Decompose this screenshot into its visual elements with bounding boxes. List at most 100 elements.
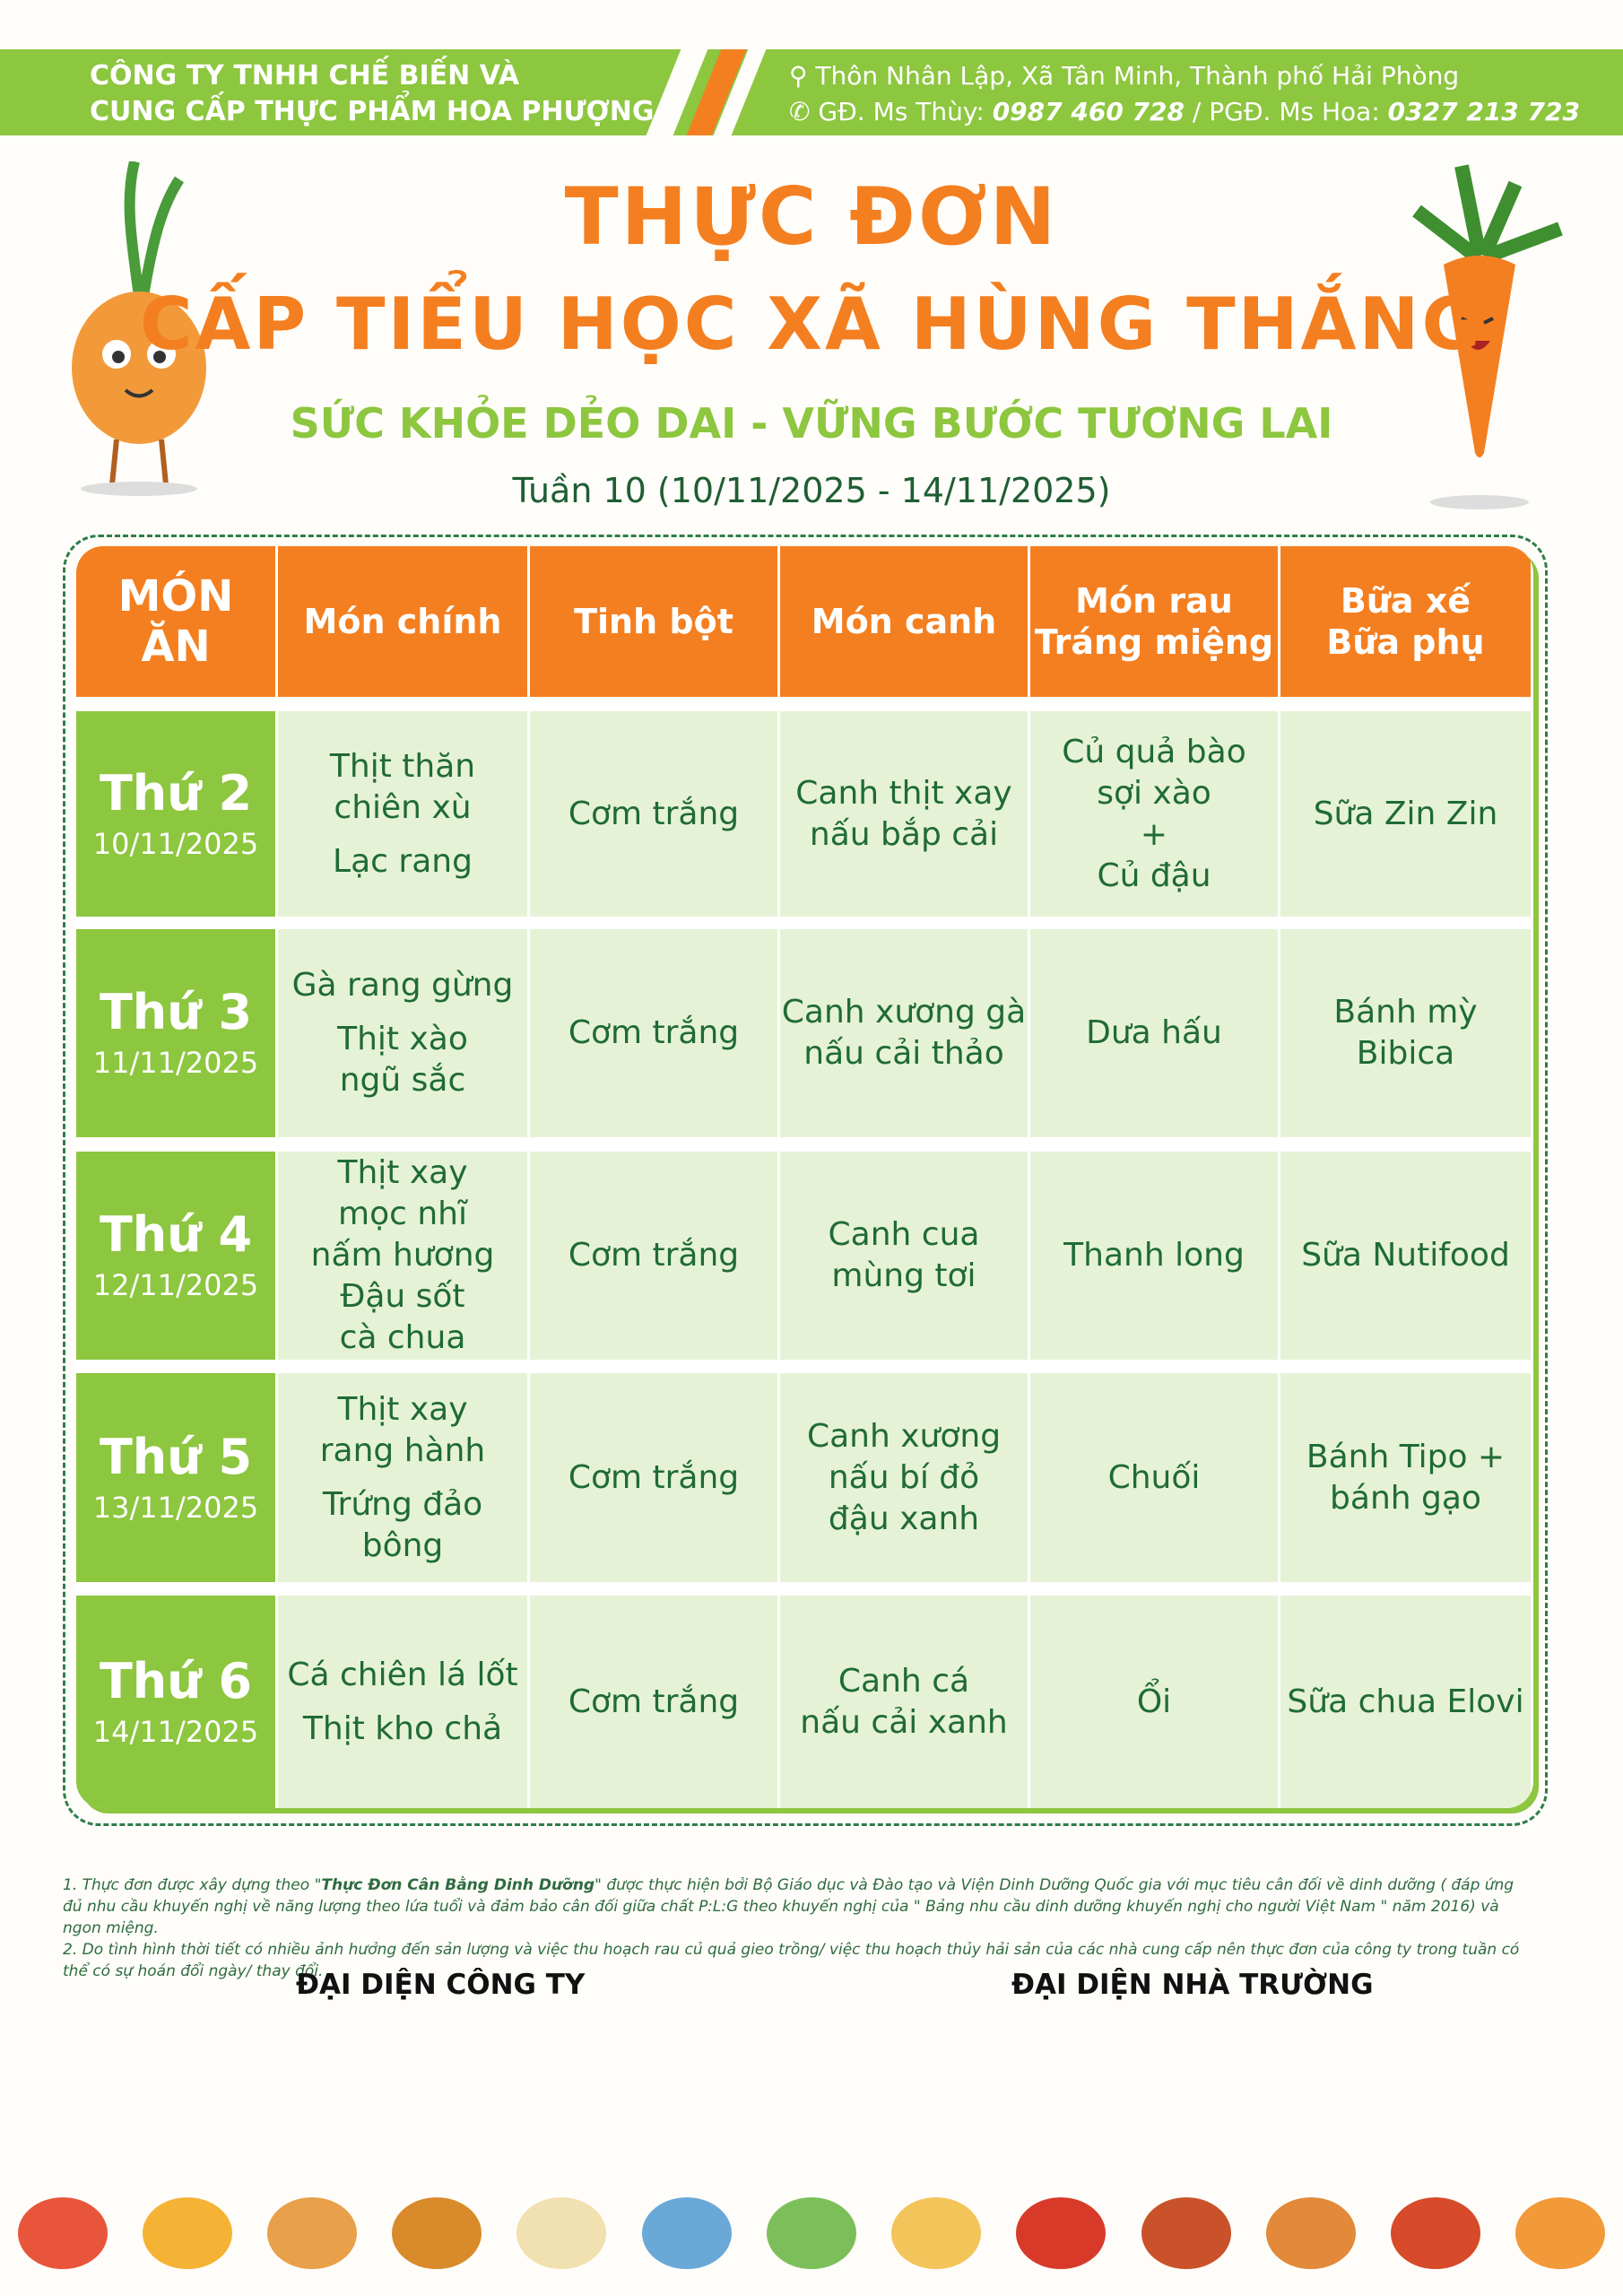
cell-line: Thịt xay [337,1390,468,1428]
header-band: CÔNG TY TNHH CHẾ BIẾN VÀ CUNG CẤP THỰC P… [0,49,1623,135]
menu-cell: Sữa Nutifood [1280,1152,1533,1360]
week-range: Tuần 10 (10/11/2025 - 14/11/2025) [512,471,1111,510]
food-icon [891,2197,982,2269]
menu-cell: Cơm trắng [530,1373,780,1582]
food-icon [267,2197,358,2269]
menu-table: MÓN ĂN Món chính Tinh bột Món canh Món rau Trá… [76,546,1533,1808]
cell-line: Chuối [1107,1458,1201,1496]
cell-line: nấm hương [310,1237,495,1274]
day-cell: Thứ 3 11/11/2025 [76,929,278,1137]
menu-cell: Cơm trắng [530,1596,780,1808]
menu-cell: Cơm trắng [530,929,780,1137]
cell-line: Canh thịt xay [795,774,1012,812]
carrot-mascot-icon [1412,164,1563,509]
day-date: 10/11/2025 [92,826,259,861]
cell-line: Canh cua [828,1216,980,1253]
phone-icon: ✆ [789,97,819,126]
column-header: Bữa xế Bữa phụ [1280,546,1533,697]
cell-line: sợi xào [1097,774,1211,812]
cell-line: Gà rang gừng [291,967,514,1004]
cell-line: Tráng miệng [1034,622,1274,662]
cell-line: ngũ sắc [339,1062,466,1099]
cell-line: Củ quả bào [1062,733,1246,770]
food-icon [17,2197,108,2269]
cell-line: Bánh mỳ [1333,994,1478,1031]
cell-line: Thịt xào [337,1021,468,1057]
day-cell: Thứ 6 14/11/2025 [76,1596,278,1808]
location-icon: ⚲ [789,61,816,91]
menu-cell: Canh cua mùng tơi [780,1152,1030,1360]
cell-line: Sữa Zin Zin [1313,795,1498,832]
cell-line: Ổi [1136,1683,1172,1720]
cell-line: Sữa chua Elovi [1287,1683,1524,1720]
menu-cell: Bánh Tipo + bánh gạo [1280,1373,1533,1582]
table-row: Thứ 4 12/11/2025 Thịt xay mọc nhĩ nấm hương Đ… [76,1152,1533,1360]
menu-cell: Củ quả bào sợi xào + Củ đậu [1030,711,1280,917]
menu-cell: Cơm trắng [530,1152,780,1360]
cell-line: nấu bí đỏ [828,1458,980,1496]
school-signature-label: ĐẠI DIỆN NHÀ TRƯỜNG [1011,1969,1374,2001]
menu-cell: Thanh long [1030,1152,1280,1360]
cell-line: Thịt thăn [329,747,476,785]
day-date: 12/11/2025 [92,1268,259,1302]
cell-line: bánh gạo [1330,1479,1481,1517]
day-cell: Thứ 4 12/11/2025 [76,1152,278,1360]
cell-line: Canh xương [806,1417,1002,1455]
cell-line [397,829,407,841]
cell-line: nấu cải xanh [800,1703,1008,1741]
cell-line: mùng tơi [831,1257,976,1294]
day-date: 13/11/2025 [92,1490,259,1525]
day-date: 14/11/2025 [92,1714,259,1749]
food-icon [142,2197,232,2269]
food-icon [1515,2197,1606,2269]
cell-line: MÓN [117,571,234,622]
cell-line: Bữa xế [1340,581,1471,621]
menu-cell: Thịt thăn chiên xù Lạc rang [278,711,530,917]
cell-line: Cơm trắng [568,1458,740,1496]
table-header-row: MÓN ĂN Món chính Tinh bột Món canh Món rau Trá… [76,546,1533,697]
cell-line: Bữa phụ [1326,622,1485,662]
cell-line: Món rau [1075,581,1233,621]
company-name: CÔNG TY TNHH CHẾ BIẾN VÀ CUNG CẤP THỰC P… [90,60,655,127]
food-icon [1141,2197,1231,2269]
cell-line: đậu xanh [828,1500,980,1537]
menu-cell: Canh xương nấu bí đỏ đậu xanh [780,1373,1030,1582]
cell-line: Cá chiên lá lốt [287,1656,518,1693]
cell-line: Bibica [1356,1035,1455,1072]
cell-line: Lạc rang [333,842,473,880]
day-cell: Thứ 2 10/11/2025 [76,711,278,917]
page-title: THỰC ĐƠN [564,170,1059,263]
cell-line: Cơm trắng [568,1683,740,1720]
cell-line: + [1140,815,1168,853]
day-label: Thứ 5 [99,1428,253,1485]
food-icon [1391,2197,1481,2269]
cell-line: Cơm trắng [568,795,740,832]
contact-info: ⚲ Thôn Nhân Lập, Xã Tân Minh, Thành phố … [789,61,1580,126]
cell-line [397,1472,407,1484]
menu-cell: Thịt xay mọc nhĩ nấm hương Đậu sốt cà chua [278,1152,530,1360]
menu-cell: Ổi [1030,1596,1280,1808]
cell-line: Canh xương gà [781,994,1027,1031]
cell-line: nấu cải thảo [803,1035,1004,1072]
food-icon [641,2197,732,2269]
day-label: Thứ 3 [99,984,253,1040]
menu-cell: Sữa Zin Zin [1280,711,1533,917]
cell-line: nấu bắp cải [809,815,999,853]
column-header: MÓN ĂN [76,546,278,697]
cell-line: Thịt xay [337,1154,468,1191]
menu-cell: Thịt xay rang hành Trứng đảo bông [278,1373,530,1582]
cell-line: mọc nhĩ [338,1196,467,1232]
menu-cell: Sữa chua Elovi [1280,1596,1533,1808]
cell-line: Củ đậu [1097,857,1211,894]
cell-line: Trứng đảo bông [322,1485,483,1564]
cell-line: Thanh long [1063,1237,1245,1274]
food-icons [0,2197,1623,2269]
cell-line: Cơm trắng [568,1014,740,1051]
onion-mascot-icon [72,161,206,496]
column-header: Tinh bột [530,546,780,697]
company-signature-label: ĐẠI DIỆN CÔNG TY [296,1969,586,2001]
cell-line [397,1696,407,1709]
footnote-2: 2. Do tình hình thời tiết có nhiều ảnh h… [63,1941,1520,1980]
cell-line: cà chua [339,1319,466,1356]
table-row: Thứ 6 14/11/2025 Cá chiên lá lốt Thịt kho … [76,1596,1533,1808]
